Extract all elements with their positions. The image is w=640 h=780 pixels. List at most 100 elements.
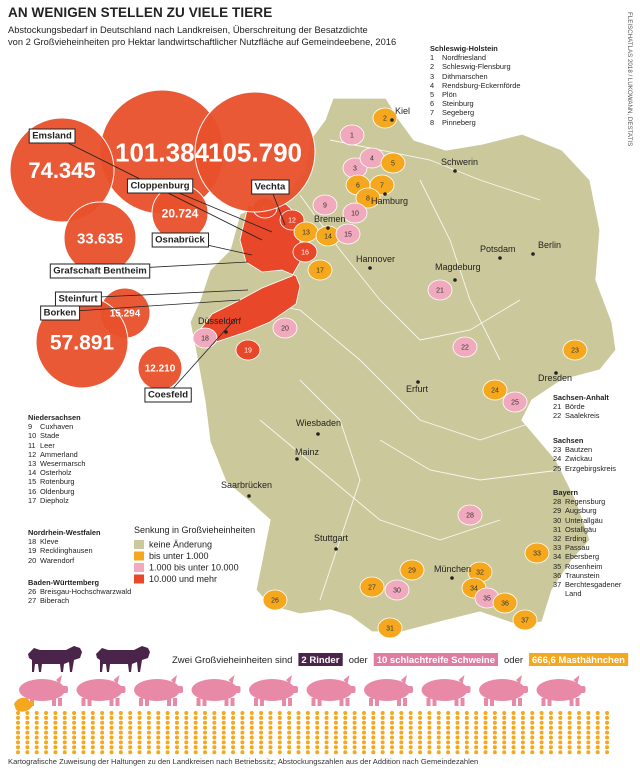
chicken-dot — [240, 750, 245, 755]
region-name: Wesermarsch — [40, 459, 86, 469]
chicken-dot — [118, 735, 123, 740]
chicken-dot — [109, 725, 114, 730]
bubble-label: Steinfurt — [58, 294, 98, 305]
chicken-dot — [193, 735, 198, 740]
chicken-dot — [492, 725, 497, 730]
chicken-dot — [502, 730, 507, 735]
chicken-dot — [343, 725, 348, 730]
region-number: 13 — [28, 459, 37, 469]
chicken-dot — [193, 725, 198, 730]
chicken-dot — [90, 750, 95, 755]
chicken-dot — [249, 740, 254, 745]
district-number: 29 — [408, 568, 416, 575]
chicken-dot — [72, 750, 77, 755]
chicken-dot — [511, 725, 516, 730]
chicken-dot — [268, 711, 273, 715]
chicken-dot — [418, 740, 423, 745]
chicken-dot — [296, 750, 301, 755]
chicken-dot — [427, 730, 432, 735]
region-number: 31 — [553, 524, 562, 534]
bubble-label: Grafschaft Bentheim — [53, 266, 146, 277]
chicken-dot — [305, 745, 310, 750]
chicken-dot — [128, 745, 133, 750]
chicken-dot — [380, 711, 385, 715]
district-patch — [359, 576, 385, 598]
pig-body — [421, 679, 468, 701]
region-item: 31 Ostallgäu — [553, 525, 638, 534]
chicken-dot — [567, 735, 572, 740]
chicken-dot — [511, 720, 516, 725]
chicken-dot — [455, 745, 460, 750]
chicken-dot — [165, 720, 170, 725]
chicken-dot — [100, 725, 105, 730]
chicken-dot — [474, 725, 479, 730]
pig-leg — [202, 698, 207, 706]
chicken-dot — [502, 750, 507, 755]
state-border — [379, 439, 561, 481]
pig-leg — [260, 698, 264, 706]
livestock-units: Zwei Großvieheinheiten sind 2 Rinder oder 1… — [14, 646, 629, 755]
chicken-dot — [72, 711, 77, 715]
chicken-dot — [81, 740, 86, 745]
chicken-dot — [558, 740, 563, 745]
map-legend: Senkung in Großvieheinheiten keine Änderu… — [134, 525, 255, 584]
chicken-dot — [174, 740, 179, 745]
chicken-dot — [427, 715, 432, 720]
chicken-dot — [380, 735, 385, 740]
chicken-dot — [128, 711, 133, 715]
chicken-dot — [548, 750, 553, 755]
pig-leg — [317, 698, 322, 706]
chicken-dot — [511, 745, 516, 750]
district-number: 19 — [244, 348, 252, 355]
chicken-dot — [539, 725, 544, 730]
high-density-area — [199, 203, 301, 343]
chicken-dot — [25, 735, 30, 740]
legend-swatch — [134, 574, 144, 584]
region-item: 16 Oldenburg — [28, 487, 178, 496]
chicken-dot — [427, 740, 432, 745]
chicken-dot — [418, 745, 423, 750]
pig-ear — [458, 675, 465, 684]
chicken-dot — [287, 750, 292, 755]
pig-snout — [406, 686, 413, 693]
chicken-dot — [474, 715, 479, 720]
chicken-dot — [558, 711, 563, 715]
chicken-dot — [483, 715, 488, 720]
bubble-label: Vechta — [255, 182, 286, 193]
chicken-dot — [118, 730, 123, 735]
chicken-dot — [315, 715, 320, 720]
chicken-dot — [156, 711, 161, 715]
chicken-dot — [100, 715, 105, 720]
chicken-dot — [380, 730, 385, 735]
chicken-dot — [212, 720, 217, 725]
pig-leg — [196, 698, 201, 706]
region-name: Passau — [565, 543, 590, 553]
chicken-dot — [81, 750, 86, 755]
chicken-dot — [277, 720, 282, 725]
region-name: Diepholz — [40, 495, 69, 505]
region-number: 36 — [553, 570, 562, 580]
chicken-dot — [296, 735, 301, 740]
region-item: 25 Erzgebirgskreis — [553, 464, 638, 473]
legend-label: 1.000 bis unter 10.000 — [149, 563, 239, 573]
region-name: Regensburg — [565, 497, 606, 507]
chicken-dot — [548, 745, 553, 750]
bubble-value: 15.294 — [110, 309, 141, 320]
district-number: 23 — [571, 348, 579, 355]
chicken-dot — [464, 720, 469, 725]
city-name: Saarbrücken — [221, 480, 272, 490]
chicken-dot — [221, 745, 226, 750]
chicken-dot — [34, 745, 39, 750]
chicken-dot — [464, 740, 469, 745]
chicken-dot — [343, 740, 348, 745]
label-box — [151, 232, 210, 248]
chicken-dot — [474, 745, 479, 750]
chicken-dot — [333, 740, 338, 745]
pig-snout — [233, 686, 241, 693]
chicken-dot — [128, 740, 133, 745]
chicken-dot — [184, 735, 189, 740]
chicken-dot — [380, 740, 385, 745]
city-name: Magdeburg — [435, 262, 481, 272]
chicken-dot — [483, 720, 488, 725]
chicken-dot — [464, 725, 469, 730]
